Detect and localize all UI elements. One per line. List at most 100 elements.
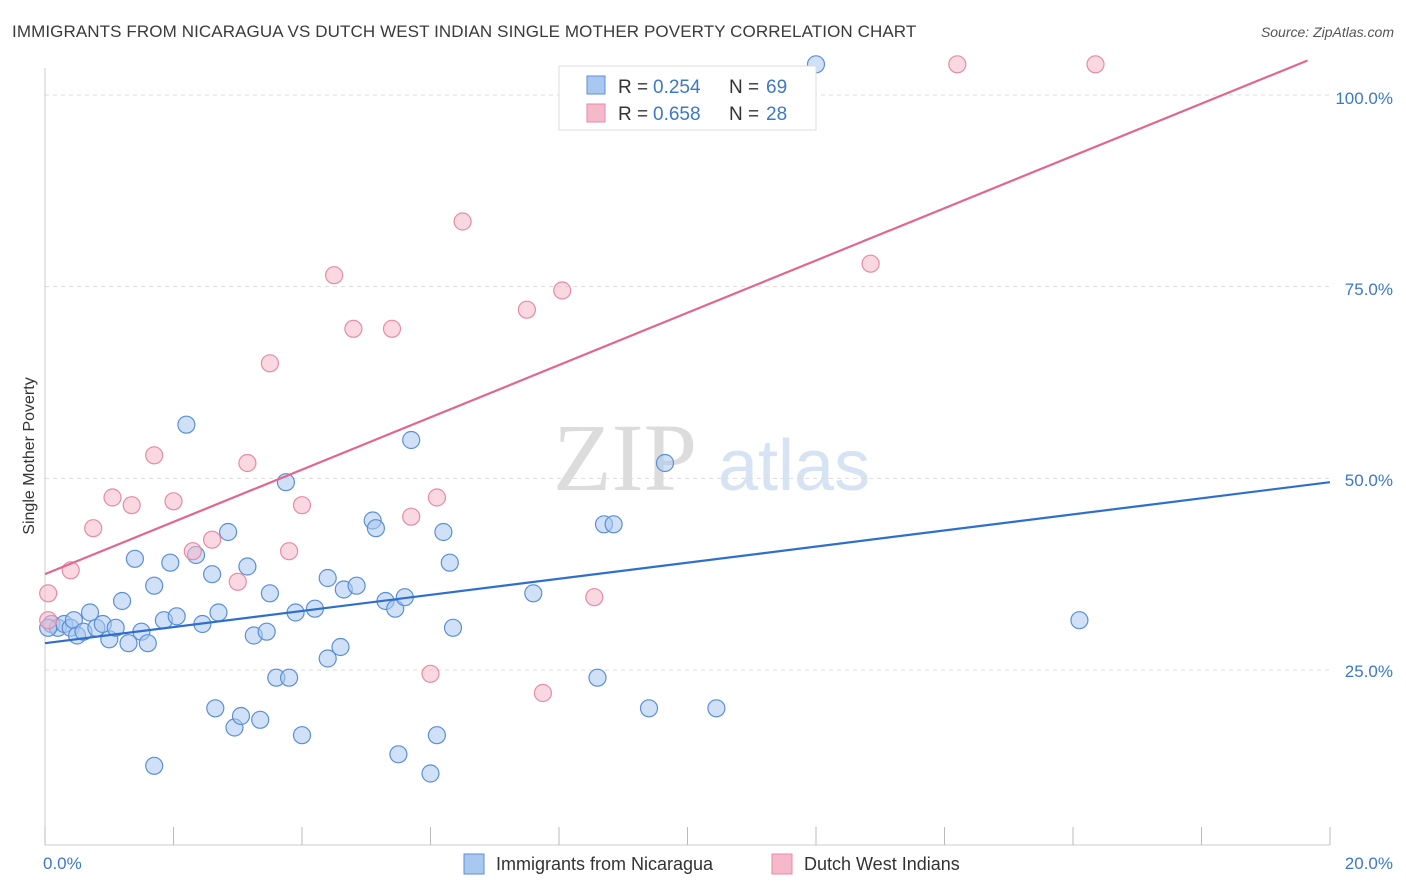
scatter-point-nicaragua xyxy=(434,522,453,542)
y-tick-label-50: 50.0% xyxy=(1345,471,1393,490)
trend-lines xyxy=(44,59,1331,645)
scatter-point-nicaragua xyxy=(177,415,196,434)
scatter-point-dutch-west-indians xyxy=(39,611,58,630)
scatter-point-nicaragua xyxy=(318,649,337,668)
trend-line-nicaragua xyxy=(44,481,1331,645)
watermark-atlas: atlas xyxy=(718,426,870,506)
bottom-legend-swatch-blue xyxy=(463,853,485,875)
scatter-point-nicaragua xyxy=(145,576,164,595)
scatter-point-nicaragua xyxy=(106,618,125,637)
scatter-point-dutch-west-indians xyxy=(103,488,122,507)
scatter-point-nicaragua xyxy=(119,634,138,653)
series-dutch-west-indians-points xyxy=(39,55,1105,703)
scatter-point-nicaragua xyxy=(318,568,337,588)
scatter-point-nicaragua xyxy=(80,603,100,622)
scatter-point-dutch-west-indians xyxy=(553,281,572,300)
x-tick-label-0: 0.0% xyxy=(43,854,82,873)
scatter-point-dutch-west-indians xyxy=(402,507,421,526)
scatter-point-dutch-west-indians xyxy=(84,519,103,538)
y-tick-label-75: 75.0% xyxy=(1345,280,1393,299)
scatter-point-nicaragua xyxy=(604,515,623,534)
scatter-point-dutch-west-indians xyxy=(585,588,604,607)
scatter-point-nicaragua xyxy=(655,453,675,473)
legend-swatch-pink xyxy=(586,103,606,123)
correlation-legend: R = 0.254 N = 69 R = 0.658 N = 28 xyxy=(558,65,817,131)
legend-r-value-2: 0.658 xyxy=(653,104,701,125)
scatter-point-dutch-west-indians xyxy=(453,212,472,231)
scatter-point-nicaragua xyxy=(402,430,421,450)
scatter-point-nicaragua xyxy=(145,756,164,775)
legend-swatch-blue xyxy=(586,75,606,95)
watermark-zip: ZIP xyxy=(553,404,697,511)
scatter-point-nicaragua xyxy=(707,699,726,718)
legend-n-value-1: 69 xyxy=(766,77,787,98)
legend-r-label-1: R = xyxy=(618,77,648,98)
scatter-point-nicaragua xyxy=(588,668,607,687)
legend-r-label-2: R = xyxy=(618,104,648,125)
scatter-point-dutch-west-indians xyxy=(1086,55,1105,74)
scatter-point-nicaragua xyxy=(231,706,251,726)
bottom-legend-label-nicaragua: Immigrants from Nicaragua xyxy=(496,854,714,874)
series-legend: Immigrants from Nicaragua Dutch West Ind… xyxy=(463,853,960,875)
chart-title: IMMIGRANTS FROM NICARAGUA VS DUTCH WEST … xyxy=(12,22,917,41)
scatter-point-dutch-west-indians xyxy=(122,496,141,515)
scatter-point-nicaragua xyxy=(443,618,463,637)
scatter-point-nicaragua xyxy=(112,591,132,611)
scatter-point-dutch-west-indians xyxy=(280,542,299,561)
scatter-point-nicaragua xyxy=(639,699,659,718)
x-tick-label-20: 20.0% xyxy=(1345,854,1393,873)
scatter-point-nicaragua xyxy=(219,522,238,542)
scatter-point-nicaragua xyxy=(524,584,543,603)
scatter-point-dutch-west-indians xyxy=(948,55,967,74)
scatter-point-dutch-west-indians xyxy=(427,488,446,507)
scatter-point-nicaragua xyxy=(138,634,157,653)
scatter-point-nicaragua xyxy=(366,519,385,538)
scatter-point-dutch-west-indians xyxy=(228,572,247,591)
scatter-point-nicaragua xyxy=(427,726,446,745)
x-axis-ticks xyxy=(44,827,1331,845)
scatter-point-nicaragua xyxy=(167,607,186,626)
scatter-point-dutch-west-indians xyxy=(517,300,537,319)
y-axis-title: Single Mother Poverty xyxy=(21,377,38,534)
scatter-point-dutch-west-indians xyxy=(164,492,183,511)
scatter-point-nicaragua xyxy=(125,549,144,568)
y-tick-label-100: 100.0% xyxy=(1335,89,1393,108)
watermark: ZIP atlas xyxy=(553,404,870,511)
scatter-point-nicaragua xyxy=(257,622,276,641)
scatter-point-nicaragua xyxy=(260,584,279,603)
scatter-point-nicaragua xyxy=(203,565,222,584)
bottom-legend-label-dutch: Dutch West Indians xyxy=(804,854,960,874)
legend-r-value-1: 0.254 xyxy=(653,77,701,98)
scatter-point-dutch-west-indians xyxy=(533,683,553,703)
bottom-legend-swatch-pink xyxy=(771,853,793,875)
source-label: Source: ZipAtlas.com xyxy=(1260,24,1394,40)
scatter-point-nicaragua xyxy=(280,668,299,687)
scatter-point-dutch-west-indians xyxy=(39,584,58,603)
scatter-point-nicaragua xyxy=(347,576,366,595)
trend-line-dutch-west-indians xyxy=(44,59,1308,576)
scatter-point-dutch-west-indians xyxy=(260,354,279,373)
scatter-point-nicaragua xyxy=(238,557,257,576)
scatter-point-dutch-west-indians xyxy=(325,266,344,285)
scatter-point-dutch-west-indians xyxy=(145,446,164,465)
scatter-point-nicaragua xyxy=(161,553,180,572)
scatter-point-dutch-west-indians xyxy=(421,664,440,683)
scatter-point-nicaragua xyxy=(1070,611,1089,630)
scatter-point-dutch-west-indians xyxy=(382,319,402,338)
scatter-point-nicaragua xyxy=(206,699,225,718)
scatter-point-dutch-west-indians xyxy=(292,496,312,515)
scatter-point-dutch-west-indians xyxy=(238,453,257,473)
scatter-point-nicaragua xyxy=(209,603,228,622)
scatter-point-nicaragua xyxy=(292,726,312,745)
scatter-point-nicaragua xyxy=(389,745,408,764)
legend-n-label-2: N = xyxy=(729,104,759,125)
scatter-point-nicaragua xyxy=(440,553,459,572)
scatter-point-dutch-west-indians xyxy=(203,530,222,549)
scatter-point-dutch-west-indians xyxy=(344,319,363,338)
legend-n-value-2: 28 xyxy=(766,104,787,125)
scatter-point-dutch-west-indians xyxy=(183,542,202,561)
y-tick-label-25: 25.0% xyxy=(1345,662,1393,681)
legend-n-label-1: N = xyxy=(729,77,759,98)
scatter-point-nicaragua xyxy=(421,764,440,783)
